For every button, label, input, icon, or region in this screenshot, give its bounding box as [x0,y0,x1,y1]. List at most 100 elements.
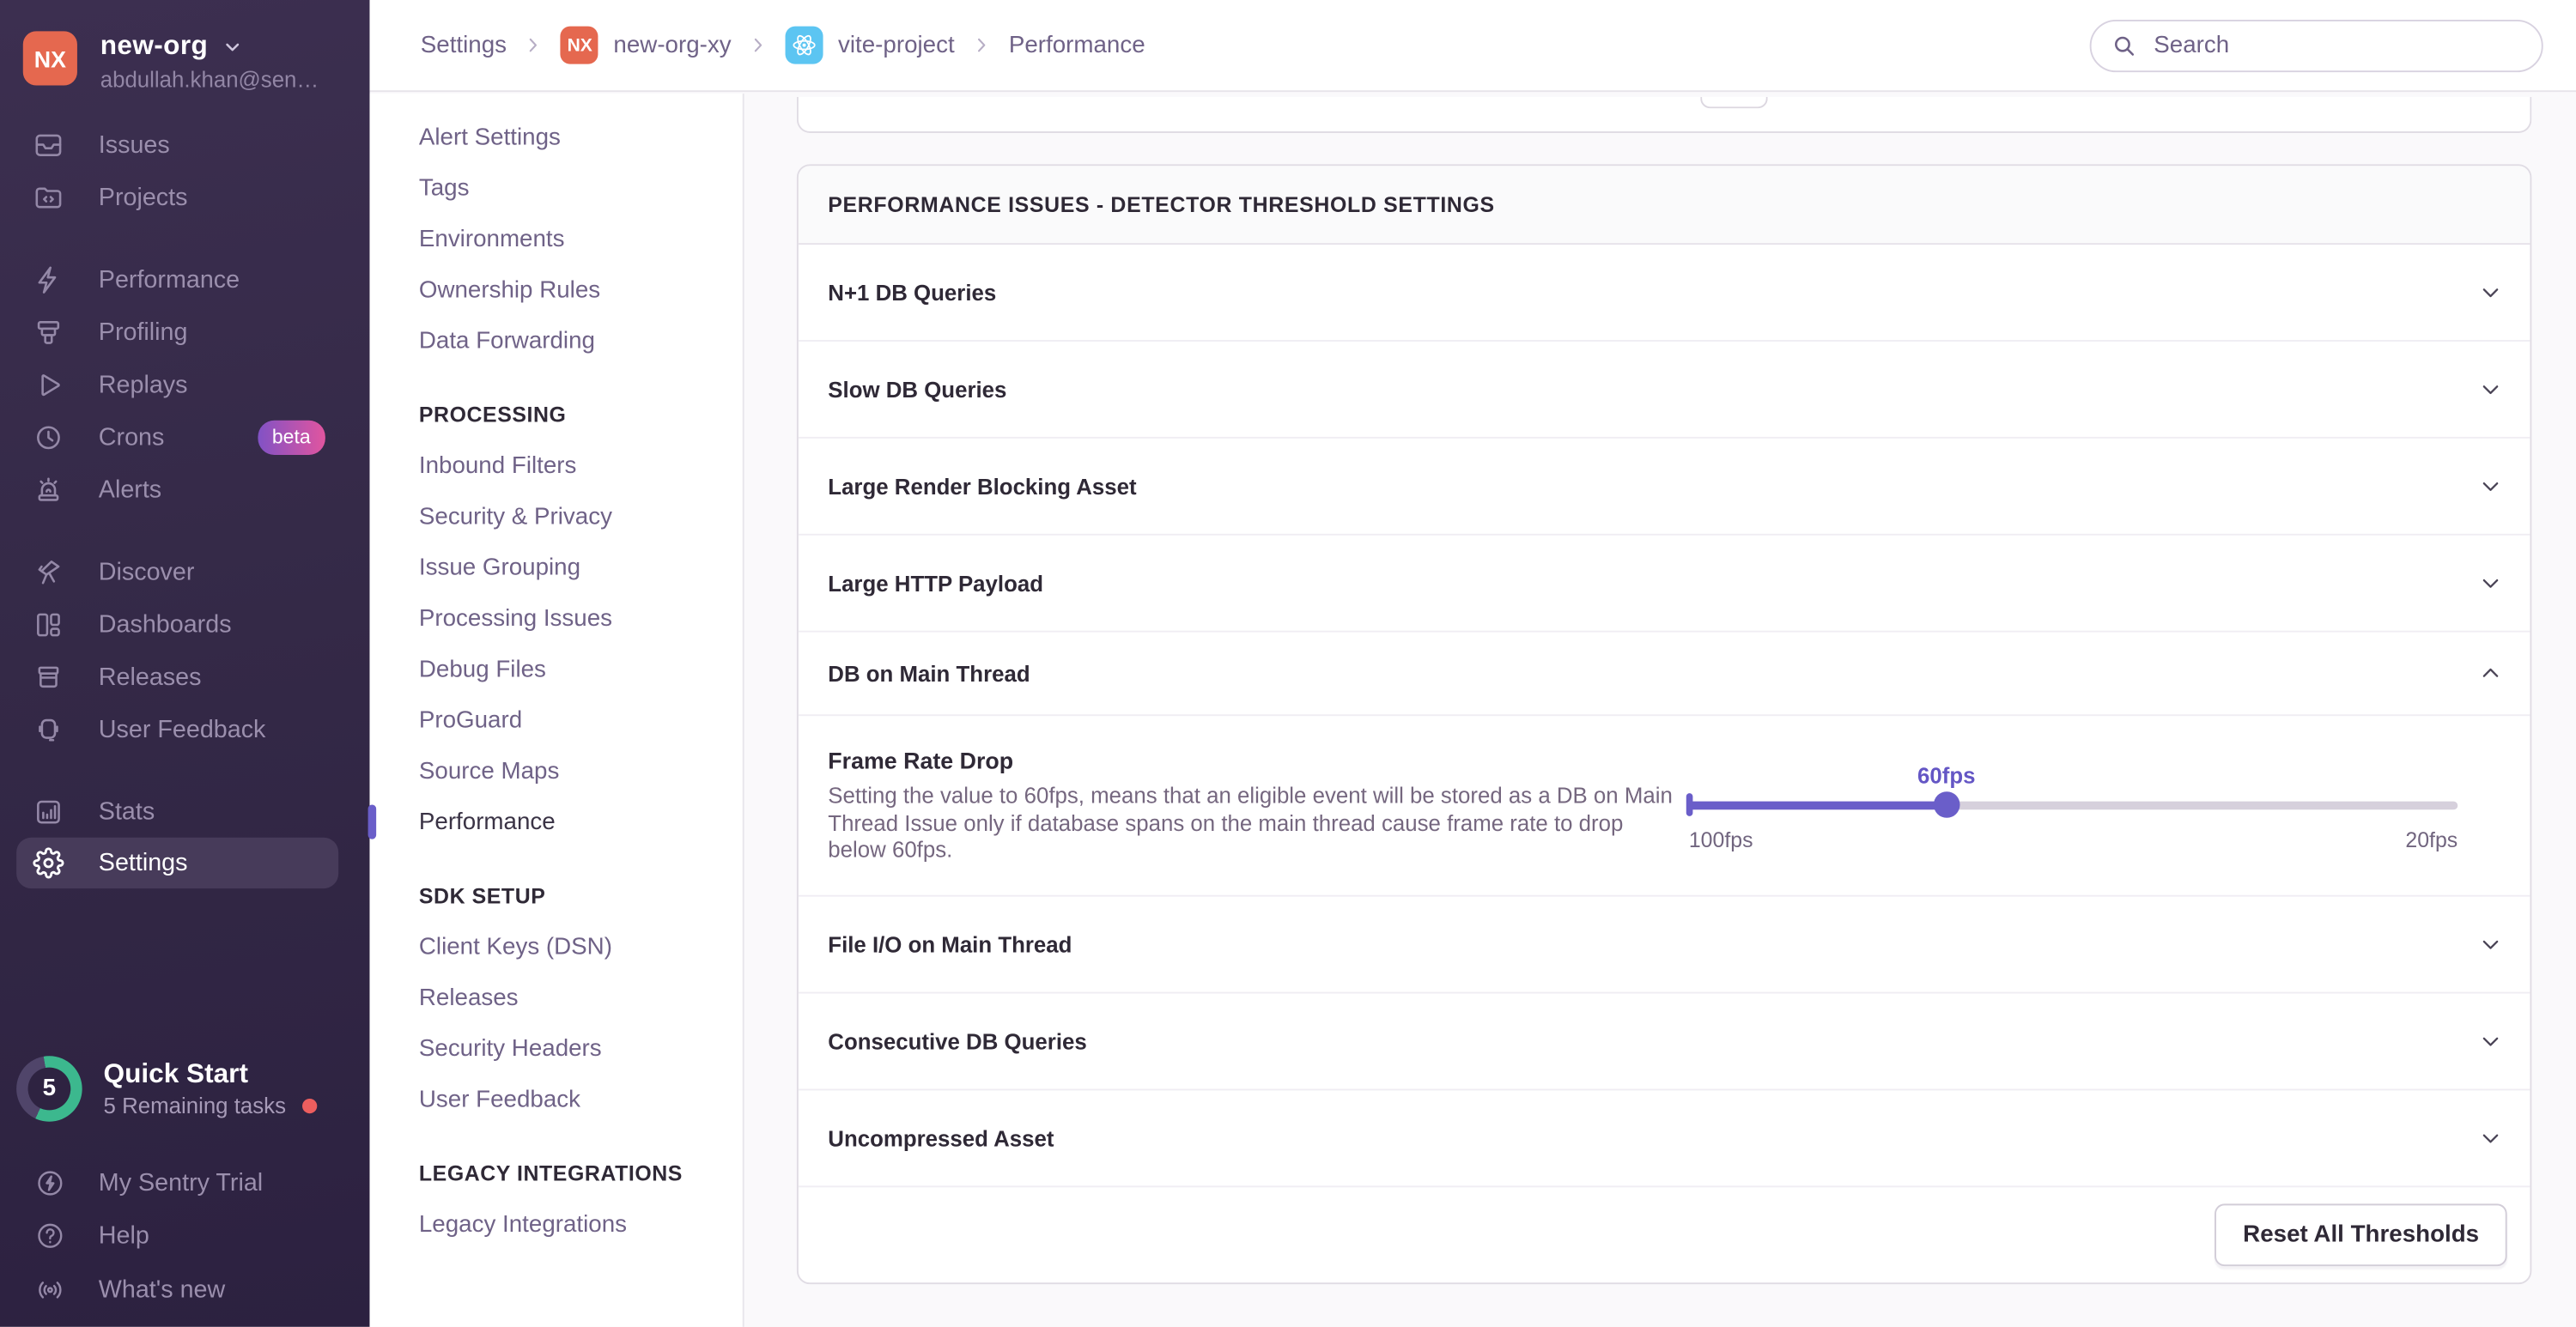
detector-row-db-on-main-thread[interactable]: DB on Main Thread [798,633,2530,717]
releases-icon [33,661,64,692]
settings-nav-label: Alert Settings [418,124,561,151]
sidebar-item-crons[interactable]: Crons beta [0,410,369,463]
detector-row-consecutive-db-queries[interactable]: Consecutive DB Queries [798,994,2530,1091]
chevron-down-icon [2477,376,2504,403]
scrolled-panel-remnant [796,96,2532,133]
settings-nav-item-releases[interactable]: Releases [369,973,742,1023]
trial-icon [34,1167,65,1198]
sidebar-item-label: Crons [98,422,165,451]
breadcrumb-item-new-org-xy[interactable]: NX new-org-xy [561,26,732,64]
detector-row-large-http-payload[interactable]: Large HTTP Payload [798,536,2530,633]
settings-nav-item-alert-settings[interactable]: Alert Settings [369,112,742,162]
settings-nav-label: Client Keys (DSN) [418,933,612,960]
slider-track[interactable] [1686,791,2458,819]
sidebar-item-projects[interactable]: Projects [0,171,369,223]
settings-nav-item-ownership-rules[interactable]: Ownership Rules [369,264,742,315]
settings-nav-heading: PROCESSING [418,402,567,427]
settings-nav-item-security-headers[interactable]: Security Headers [369,1023,742,1074]
slider-thumb[interactable] [1933,791,1960,819]
settings-nav-item-inbound-filters[interactable]: Inbound Filters [369,440,742,491]
sidebar-nav: Issues Projects Performance Profiling Replay… [0,118,369,918]
chevron-down-icon [2477,1125,2504,1152]
breadcrumb-separator-icon [971,34,993,56]
settings-nav-item-debug-files[interactable]: Debug Files [369,644,742,694]
sidebar-group: Discover Dashboards Releases User Feedback [0,545,369,755]
sidebar-item-alerts[interactable]: Alerts [0,464,369,516]
sidebar-footer-item-what-s-new[interactable]: What's new [0,1263,369,1316]
search-input[interactable] [2150,30,2522,60]
breadcrumb-item-performance[interactable]: Performance [1009,32,1145,58]
settings-nav-label: Ownership Rules [418,276,601,303]
alerts-icon [33,474,64,505]
nav-group-gap [369,1125,742,1148]
chevron-up-icon [2477,660,2504,687]
settings-nav-item-tags[interactable]: Tags [369,162,742,213]
sidebar-item-profiling[interactable]: Profiling [0,306,369,358]
detector-row-n-1-db-queries[interactable]: N+1 DB Queries [798,245,2530,342]
detector-row-uncompressed-asset[interactable]: Uncompressed Asset [798,1090,2530,1188]
settings-nav-item-legacy-integrations[interactable]: Legacy Integrations [369,1199,742,1250]
detector-row-slow-db-queries[interactable]: Slow DB Queries [798,342,2530,439]
issues-icon [33,129,64,160]
settings-nav-item-source-maps[interactable]: Source Maps [369,746,742,797]
reset-all-thresholds-button[interactable]: Reset All Thresholds [2215,1203,2507,1267]
discover-icon [33,556,64,587]
settings-nav-label: Performance [418,809,556,835]
detector-row-label: Large Render Blocking Asset [828,473,1137,499]
detector-row-label: Uncompressed Asset [828,1125,1054,1151]
settings-nav-label: Source Maps [418,757,560,785]
settings-nav-item-security-privacy[interactable]: Security & Privacy [369,491,742,542]
sidebar-item-label: Replays [98,370,188,398]
settings-nav-item-issue-grouping[interactable]: Issue Grouping [369,542,742,592]
panel-rows: N+1 DB Queries Slow DB Queries Large Rende… [798,245,2530,1188]
sidebar-group: Issues Projects [0,118,369,223]
sidebar-footer-label: My Sentry Trial [98,1168,264,1197]
slider-fill [1688,801,1947,809]
beta-badge: beta [257,419,325,455]
sidebar-item-user-feedback[interactable]: User Feedback [0,703,369,755]
sidebar-footer-item-my-sentry-trial[interactable]: My Sentry Trial [0,1156,369,1209]
frame-rate-slider: 60fps 100fps 20fps [1686,716,2458,895]
sidebar-footer-item-help[interactable]: Help [0,1209,369,1263]
settings-nav-label: User Feedback [418,1086,581,1113]
performance-icon [33,264,64,294]
sidebar-item-issues[interactable]: Issues [0,118,369,171]
panel-title: PERFORMANCE ISSUES - DETECTOR THRESHOLD … [798,166,2530,245]
sidebar-item-settings[interactable]: Settings [16,837,339,889]
setting-description: Setting the value to 60fps, means that a… [828,783,1673,863]
sidebar-item-releases[interactable]: Releases [0,651,369,703]
sidebar-item-performance[interactable]: Performance [0,253,369,306]
help-icon [34,1221,65,1251]
settings-nav-label: Releases [418,985,519,1011]
quick-start-title: Quick Start [103,1059,248,1089]
sidebar-item-replays[interactable]: Replays [0,358,369,410]
sidebar-footer: My Sentry Trial Help What's new [0,1156,369,1317]
breadcrumb-label: vite-project [838,32,955,58]
settings-nav-item-data-forwarding[interactable]: Data Forwarding [369,315,742,366]
settings-nav-item-proguard[interactable]: ProGuard [369,694,742,745]
replays-icon [33,369,64,400]
sidebar-item-stats[interactable]: Stats [0,785,369,838]
search-input-wrapper[interactable] [2089,19,2543,72]
settings-nav-item-performance[interactable]: Performance [368,797,742,847]
detector-row-label: Large HTTP Payload [828,570,1044,596]
sidebar-item-discover[interactable]: Discover [0,545,369,597]
breadcrumb-item-vite-project[interactable]: vite-project [785,26,955,64]
settings-nav-item-environments[interactable]: Environments [369,214,742,264]
quick-start-widget[interactable]: 5 Quick Start 5 Remaining tasks [16,1056,318,1122]
settings-nav-item-processing-issues[interactable]: Processing Issues [369,593,742,644]
org-switcher[interactable]: NX new-org abdullah.khan@sen… [22,31,319,92]
settings-nav-label: Security & Privacy [418,503,612,530]
sidebar-item-label: Profiling [98,318,188,346]
breadcrumb-item-settings[interactable]: Settings [421,32,507,58]
detector-row-file-i-o-on-main-thread[interactable]: File I/O on Main Thread [798,897,2530,994]
sidebar-item-dashboards[interactable]: Dashboards [0,597,369,650]
detector-row-large-render-blocking-asset[interactable]: Large Render Blocking Asset [798,439,2530,536]
panel-footer: Reset All Thresholds [799,1187,2530,1282]
collapsed-panel-button-remnant[interactable] [1700,96,1768,109]
settings-nav-item-client-keys-dsn-[interactable]: Client Keys (DSN) [369,921,742,972]
settings-nav-item-user-feedback[interactable]: User Feedback [369,1074,742,1124]
breadcrumb-label: Settings [420,32,507,58]
whats-new-icon [34,1274,65,1305]
